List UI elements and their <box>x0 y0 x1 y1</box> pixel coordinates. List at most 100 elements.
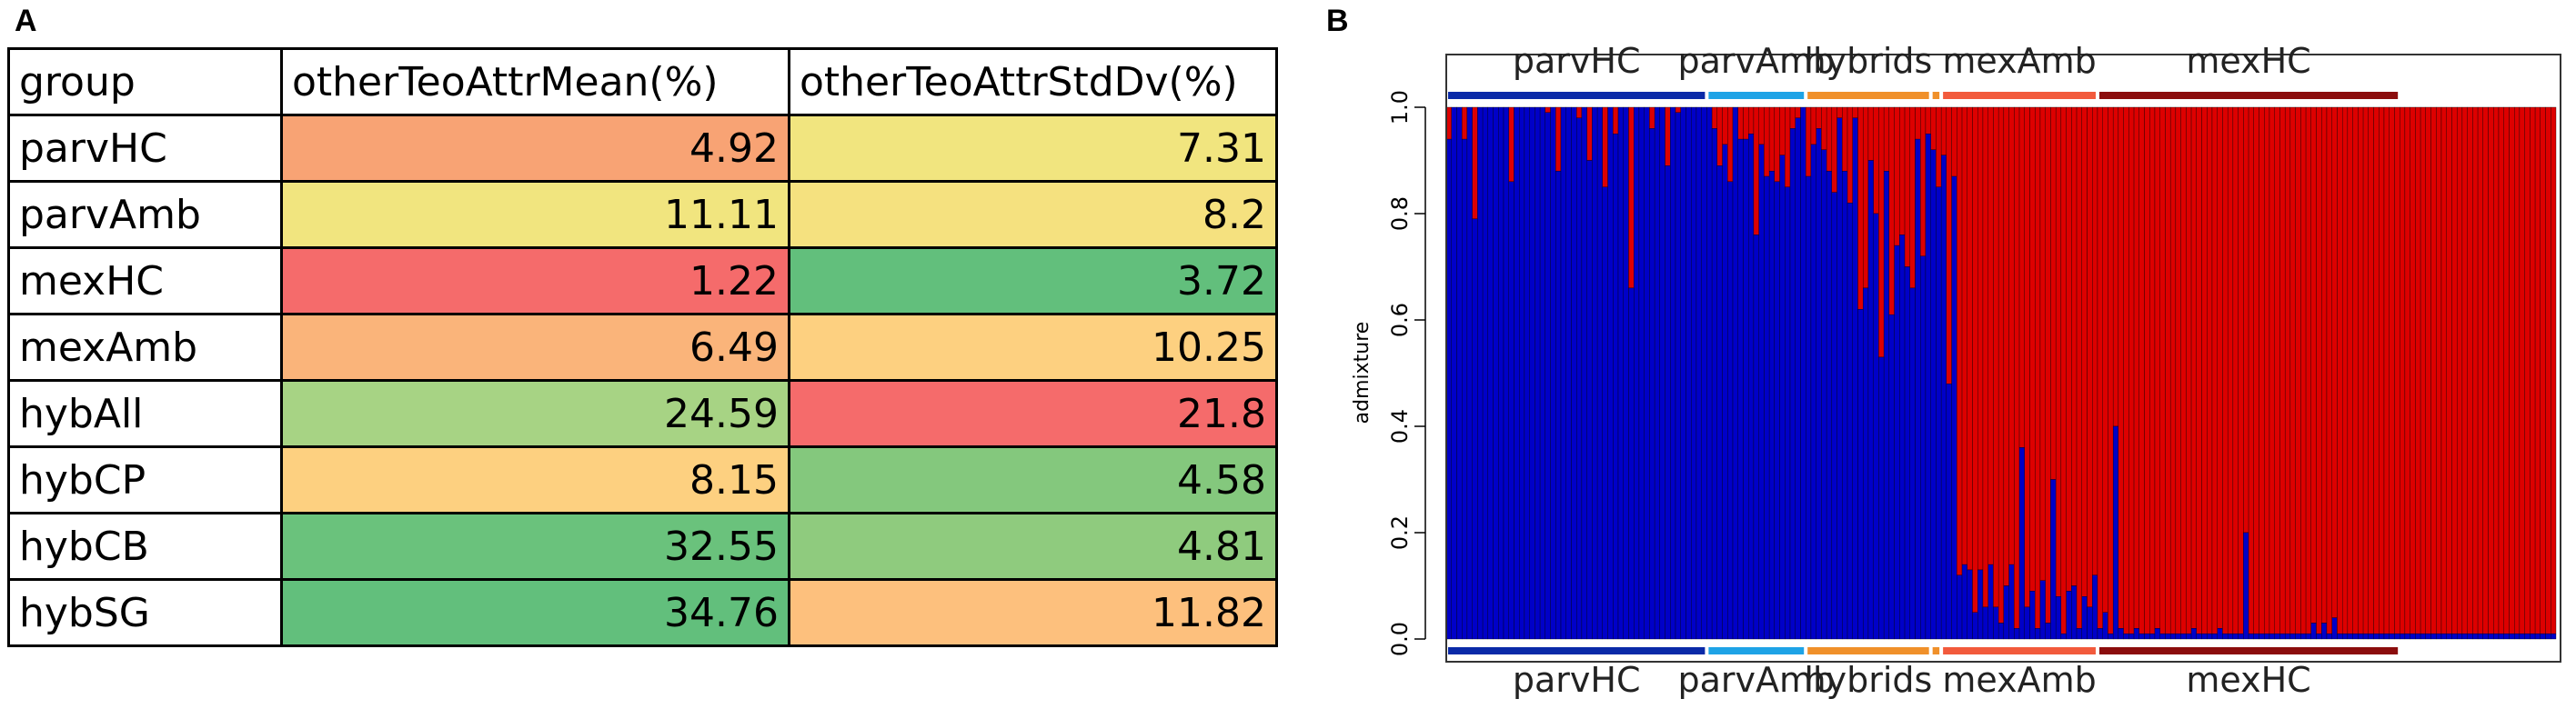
bar-blue-segment <box>1685 106 1692 640</box>
bar-red-segment <box>2410 106 2416 634</box>
bar-red-segment <box>2008 106 2015 565</box>
bar-blue-segment <box>2222 633 2229 640</box>
bar-blue-segment <box>2081 596 2088 640</box>
bar-red-segment <box>2018 106 2025 448</box>
bar-red-segment <box>1867 106 1874 161</box>
bar-blue-segment <box>1644 106 1650 640</box>
bar-blue-segment <box>1701 106 1707 640</box>
bar-blue-segment <box>2211 633 2218 640</box>
bar-red-segment <box>1925 106 1931 135</box>
bar-blue-segment <box>2279 633 2286 640</box>
bar-red-segment <box>1462 106 1468 140</box>
bar-blue-segment <box>1925 134 1931 640</box>
group-label-bottom: mexAmb <box>1942 660 2096 700</box>
bar-blue-segment <box>2024 606 2030 640</box>
group-strip-top <box>1932 92 1940 99</box>
bar-blue-segment <box>2358 633 2364 640</box>
bar-blue-segment <box>1846 203 1853 640</box>
bar-red-segment <box>2326 106 2332 634</box>
bar-blue-segment <box>1716 165 1723 640</box>
bar-red-segment <box>2076 106 2082 629</box>
bar-red-segment <box>2519 106 2525 634</box>
bar-red-segment <box>1852 106 1858 118</box>
bar-red-segment <box>1899 106 1906 235</box>
table-row: hybSG 34.76 11.82 <box>7 578 1278 647</box>
bar-red-segment <box>1883 106 1890 172</box>
bar-blue-segment <box>1576 117 1583 640</box>
bar-red-segment <box>2003 106 2009 586</box>
bar-red-segment <box>1816 106 1822 129</box>
bar-blue-segment <box>2415 633 2421 640</box>
bar-red-segment <box>1982 106 1988 608</box>
bar-blue-segment <box>1836 117 1843 640</box>
bar-blue-segment <box>1722 144 1728 640</box>
bar-blue-segment <box>1654 106 1661 640</box>
stddev-cell: 21.8 <box>788 379 1278 448</box>
bar-blue-segment <box>1810 144 1816 640</box>
group-strip-top <box>1943 92 2096 99</box>
table-row: hybCP 8.15 4.58 <box>7 445 1278 514</box>
bar-blue-segment <box>1883 171 1890 640</box>
bar-red-segment <box>2259 106 2265 634</box>
bar-red-segment <box>1846 106 1853 204</box>
bar-blue-segment <box>2102 612 2108 640</box>
bar-blue-segment <box>1535 106 1541 640</box>
bar-blue-segment <box>2092 574 2098 640</box>
bar-red-segment <box>2243 106 2249 534</box>
group-label-top: mexHC <box>2186 41 2310 81</box>
bar-blue-segment <box>1487 106 1494 640</box>
bar-red-segment <box>1472 106 1478 220</box>
header-mean: otherTeoAttrMean(%) <box>280 47 790 116</box>
group-label-top: hybrids <box>1805 41 1933 81</box>
bar-blue-segment <box>1638 106 1645 640</box>
stats-table: group otherTeoAttrMean(%) otherTeoAttrSt… <box>7 47 1278 647</box>
bar-blue-segment <box>1857 309 1864 640</box>
bar-blue-segment <box>1737 138 1744 640</box>
bar-red-segment <box>1967 106 1973 571</box>
bar-blue-segment <box>2467 633 2473 640</box>
bar-blue-segment <box>1831 192 1837 640</box>
bar-red-segment <box>2024 106 2030 608</box>
bar-blue-segment <box>2519 633 2525 640</box>
bar-blue-segment <box>2530 633 2536 640</box>
bar-red-segment <box>2321 106 2328 624</box>
bar-red-segment <box>2055 106 2062 597</box>
bar-blue-segment <box>1555 171 1562 640</box>
header-stddev: otherTeoAttrStdDv(%) <box>788 47 1278 116</box>
bar-blue-segment <box>2472 633 2479 640</box>
group-label-bottom: parvHC <box>1513 660 1641 700</box>
y-axis-label: admixture <box>1351 322 1374 424</box>
bar-red-segment <box>2498 106 2504 634</box>
bar-red-segment <box>1863 106 1869 289</box>
bar-blue-segment <box>2232 633 2239 640</box>
bar-blue-segment <box>1816 128 1822 640</box>
bar-red-segment <box>2493 106 2500 634</box>
bar-red-segment <box>2154 106 2160 629</box>
bar-red-segment <box>2071 106 2078 586</box>
panel-label-a: A <box>15 4 37 38</box>
bar-red-segment <box>1613 106 1619 135</box>
mean-cell: 8.15 <box>280 445 790 514</box>
bar-red-segment <box>2169 106 2177 634</box>
y-tick-label: 0.2 <box>1387 515 1413 550</box>
bar-red-segment <box>1888 106 1895 315</box>
bar-blue-segment <box>2509 633 2515 640</box>
y-tick-label: 0.6 <box>1387 303 1413 337</box>
bar-blue-segment <box>1696 106 1702 640</box>
bar-blue-segment <box>2383 633 2390 640</box>
mean-cell: 1.22 <box>280 246 790 315</box>
bar-red-segment <box>1758 106 1765 145</box>
bar-blue-segment <box>1930 149 1937 640</box>
bar-red-segment <box>2165 106 2171 634</box>
bar-red-segment <box>1951 106 1957 177</box>
stddev-cell: 11.82 <box>788 578 1278 647</box>
bar-red-segment <box>2551 106 2557 634</box>
stddev-cell: 4.58 <box>788 445 1278 514</box>
bar-red-segment <box>2503 106 2510 634</box>
bar-blue-segment <box>2180 633 2187 640</box>
bar-blue-segment <box>2055 596 2062 640</box>
bar-red-segment <box>2253 106 2259 634</box>
bar-blue-segment <box>1628 287 1635 640</box>
bar-blue-segment <box>1894 245 1900 640</box>
bar-red-segment <box>1894 106 1900 246</box>
